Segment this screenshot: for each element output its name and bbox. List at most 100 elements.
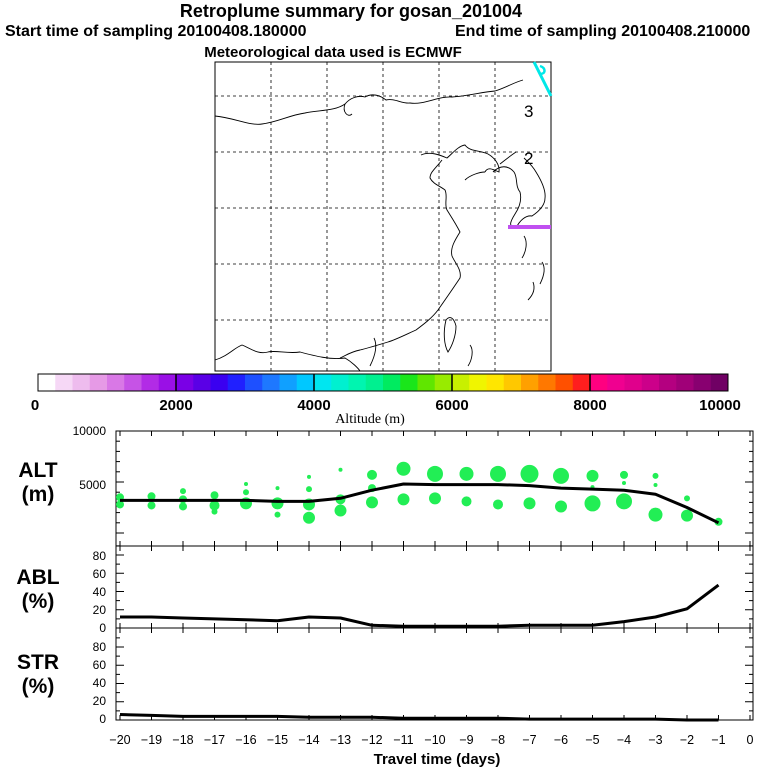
x-tick-label: −9 xyxy=(459,733,473,747)
alt-ytick: 5000 xyxy=(79,478,106,492)
alt-dot xyxy=(681,509,693,522)
alt-dot xyxy=(584,495,601,512)
x-tick-label: −20 xyxy=(109,733,130,747)
map-day-label-2: 2 xyxy=(524,149,533,168)
x-tick-label: −5 xyxy=(585,733,599,747)
x-tick-labels: −20 −19 −18 −17 −16 −15 −14 −13 −12 −11 −10 −9 −8 −7−… xyxy=(109,733,753,747)
str-unit: (%) xyxy=(22,675,55,698)
alt-dot xyxy=(147,492,156,501)
colorbar-cell xyxy=(676,374,694,391)
str-ytick: 20 xyxy=(93,694,107,708)
alt-dot xyxy=(334,504,347,517)
map-grid xyxy=(215,62,551,371)
colorbar-cell xyxy=(659,374,677,391)
x-tick-label: −13 xyxy=(330,733,351,747)
alt-dot xyxy=(307,474,311,479)
cb-tick-2000: 2000 xyxy=(159,397,192,414)
alt-label: ALT xyxy=(18,459,57,482)
colorbar-cell xyxy=(624,374,643,391)
series-lines xyxy=(119,482,720,722)
trajectory-cyan-hook xyxy=(539,64,546,76)
alt-dot xyxy=(180,488,186,495)
alt-dot xyxy=(367,469,377,480)
str-ytick: 80 xyxy=(93,640,107,654)
alt-dot xyxy=(210,491,219,500)
x-tick-label: −12 xyxy=(361,733,382,747)
colorbar-cell xyxy=(693,374,712,391)
alt-dot xyxy=(179,502,187,511)
alt-dot xyxy=(586,469,599,482)
alt-yticks: 10000 5000 xyxy=(73,424,107,492)
x-tick-label: −8 xyxy=(491,733,505,747)
cb-tick-8000: 8000 xyxy=(573,397,606,414)
str-ytick: 40 xyxy=(93,676,107,690)
x-tick-label: −15 xyxy=(267,733,288,747)
colorbar-cell xyxy=(331,374,349,391)
colorbar-cell xyxy=(348,374,367,391)
x-tick-label: −18 xyxy=(172,733,193,747)
start-time-label: Start time of sampling 20100408.180000 xyxy=(5,23,307,40)
alt-dot xyxy=(275,486,280,491)
x-tick-label: −14 xyxy=(298,733,319,747)
alt-dot xyxy=(303,511,315,524)
alt-dot xyxy=(493,499,503,510)
colorbar-cell xyxy=(38,374,56,391)
str-yticks: 80 60 40 20 0 xyxy=(93,640,107,726)
alt-ytick: 10000 xyxy=(73,424,107,438)
colorbar-cell xyxy=(417,374,436,391)
str-series-line xyxy=(119,713,719,722)
cb-tick-6000: 6000 xyxy=(435,397,468,414)
alt-dot xyxy=(366,496,378,509)
str-label: STR xyxy=(17,651,59,674)
colorbar-cell xyxy=(72,374,91,391)
alt-dot xyxy=(244,482,248,487)
alt-dot xyxy=(429,492,441,505)
time-series-panels: ALT (m) ABL (%) STR (%) 10000 5000 80 60… xyxy=(16,424,753,768)
chart-title: Retroplume summary for gosan_201004 xyxy=(179,1,523,21)
alt-dot xyxy=(555,500,567,513)
colorbar-cell xyxy=(365,374,384,391)
colorbar-cell xyxy=(383,374,401,391)
map-day-label-3: 3 xyxy=(524,102,533,121)
x-tick-label: −16 xyxy=(235,733,256,747)
x-axis-label: Travel time (days) xyxy=(374,751,501,768)
abl-ytick: 0 xyxy=(99,621,106,635)
alt-series-line xyxy=(120,482,720,525)
colorbar-cell xyxy=(314,374,332,391)
alt-dot xyxy=(553,467,569,484)
abl-ytick: 40 xyxy=(93,585,107,599)
alt-dot xyxy=(620,470,628,479)
alt-dot xyxy=(396,461,411,476)
colorbar-cell xyxy=(521,374,539,391)
x-tick-label: −1 xyxy=(711,733,725,747)
colorbar-cell xyxy=(486,374,505,391)
met-data-label: Meteorological data used is ECMWF xyxy=(204,44,462,61)
str-ytick: 60 xyxy=(93,658,107,672)
colorbar-label: Altitude (m) xyxy=(335,412,405,427)
alt-unit: (m) xyxy=(22,483,55,506)
colorbar-cell xyxy=(193,374,211,391)
cb-tick-4000: 4000 xyxy=(297,397,330,414)
colorbar-cell xyxy=(572,374,591,391)
colorbar-cell xyxy=(538,374,556,391)
colorbar-cell xyxy=(279,374,298,391)
cb-tick-10000: 10000 xyxy=(699,397,741,414)
colorbar-cell xyxy=(124,374,142,391)
trajectory-cyan xyxy=(532,61,553,97)
abl-ytick: 80 xyxy=(93,549,107,563)
trajectory-markers: 3 2 xyxy=(508,61,553,229)
alt-dot xyxy=(274,511,281,518)
colorbar-cell xyxy=(296,374,315,391)
cb-tick-0: 0 xyxy=(31,397,39,414)
alt-dot xyxy=(116,500,124,509)
abl-ytick: 60 xyxy=(93,567,107,581)
colorbar-cell xyxy=(710,374,729,391)
alt-dot xyxy=(461,496,472,507)
end-time-label: End time of sampling 20100408.210000 xyxy=(455,23,751,40)
alt-dot xyxy=(243,489,249,496)
abl-yticks: 80 60 40 20 0 xyxy=(93,549,107,635)
alt-dot xyxy=(622,481,626,486)
abl-unit: (%) xyxy=(22,590,55,613)
colorbar-cell xyxy=(176,374,194,391)
